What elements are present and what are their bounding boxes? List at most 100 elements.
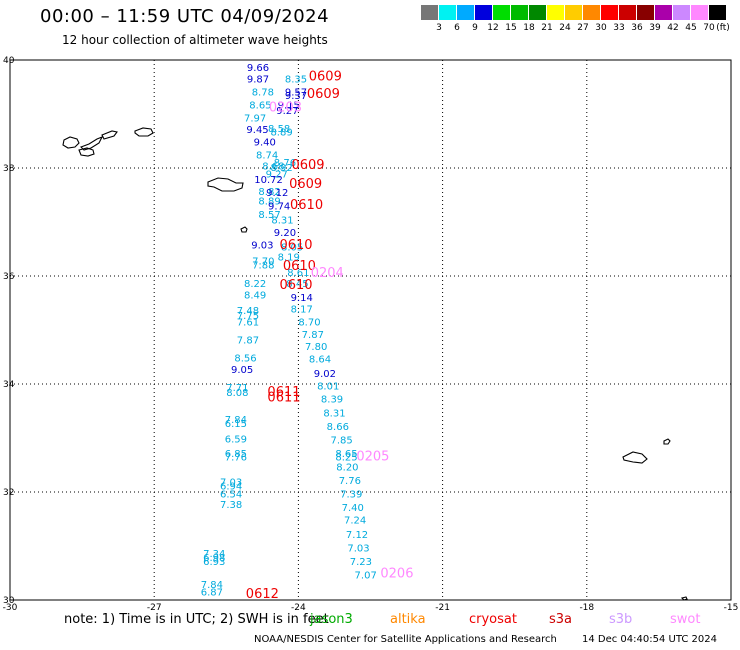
legend-bin-label: 12 xyxy=(487,23,499,33)
wave-height-value: 7.84 xyxy=(201,580,223,591)
wave-height-value: 8.92 xyxy=(270,163,292,174)
satellite-legend-entry: swot xyxy=(670,612,701,627)
wave-height-value: 8.64 xyxy=(309,354,331,365)
wave-height-value: 9.40 xyxy=(254,137,276,148)
wave-height-value: 8.39 xyxy=(321,394,343,405)
legend-bin-label: 9 xyxy=(472,23,478,33)
wave-height-value: 10.72 xyxy=(254,175,283,186)
pass-time-label: 0610 xyxy=(290,198,323,213)
legend-swatch xyxy=(457,5,474,20)
wave-height-value: 9.12 xyxy=(266,188,288,199)
wave-height-value: 8.49 xyxy=(244,291,266,302)
pass-time-label: 0609 xyxy=(291,158,324,173)
wave-height-value: 7.39 xyxy=(340,489,362,500)
wave-height-value: 8.20 xyxy=(336,462,358,473)
wave-height-value: 6.94 xyxy=(220,481,242,492)
satellite-legend-entry: altika xyxy=(390,612,426,627)
wave-height-value: 8.70 xyxy=(298,318,320,329)
wave-height-value: 7.23 xyxy=(350,557,372,568)
legend-bin-label: 27 xyxy=(577,23,589,33)
wave-height-value: 9.02 xyxy=(314,369,336,380)
pass-time-label: 0612 xyxy=(246,587,279,602)
wave-height-value: 8.58 xyxy=(268,124,290,135)
satellite-legend-entry: jason3 xyxy=(310,612,353,627)
wave-height-value: 8.66 xyxy=(327,422,349,433)
wave-height-value: 8.17 xyxy=(291,305,313,316)
wave-height-value: 7.87 xyxy=(237,336,259,347)
pass-time-label: 0203 xyxy=(269,100,302,115)
wave-height-value: 7.07 xyxy=(355,570,377,581)
legend-bin-label: 45 xyxy=(685,23,697,33)
wave-height-value: 6.59 xyxy=(225,434,247,445)
legend-swatch xyxy=(583,5,600,20)
legend-bin-label: 18 xyxy=(523,23,535,33)
legend-swatch xyxy=(511,5,528,20)
wave-height-value: 9.14 xyxy=(291,293,313,304)
island-pico xyxy=(101,130,118,140)
legend-bin-label: 33 xyxy=(613,23,625,33)
island-faial xyxy=(78,147,95,157)
wave-height-value: 8.45 xyxy=(286,279,308,290)
legend-bin-label: 3 xyxy=(436,23,442,33)
pass-time-label: 0206 xyxy=(380,566,413,581)
y-tick-label: 38 xyxy=(3,164,15,174)
island-santa-maria xyxy=(240,226,248,233)
legend-swatch xyxy=(439,5,456,20)
wave-height-value: 7.24 xyxy=(344,515,366,526)
island-sao-miguel xyxy=(207,177,244,192)
satellite-legend-entry: cryosat xyxy=(469,612,517,627)
legend-bin-label: 70 xyxy=(703,23,715,33)
footer-note: note: 1) Time is in UTC; 2) SWH is in fe… xyxy=(64,612,329,627)
wave-height-value: 7.61 xyxy=(237,318,259,329)
grid-lines xyxy=(10,60,731,600)
footer-timestamp: 14 Dec 04:40:54 UTC 2024 xyxy=(582,634,717,645)
pass-time-label: 0609 xyxy=(307,87,340,102)
wave-height-value: 9.27 xyxy=(266,170,288,181)
wave-height-value: 7.80 xyxy=(305,342,327,353)
wave-height-value: 6.15 xyxy=(225,419,247,430)
wave-height-value: 8.31 xyxy=(323,408,345,419)
wave-height-value: 6.98 xyxy=(203,553,225,564)
y-tick-label: 32 xyxy=(3,488,14,498)
legend-swatch xyxy=(637,5,654,20)
legend-swatch xyxy=(529,5,546,20)
wave-height-value: 8.05 xyxy=(281,243,303,254)
pass-time-label: 0610 xyxy=(283,259,316,274)
legend-swatch xyxy=(547,5,564,20)
wave-height-value: 8.65 xyxy=(335,449,357,460)
legend-bin-label: 30 xyxy=(595,23,607,33)
wave-height-value: 6.93 xyxy=(203,557,225,568)
wave-height-labels: 9.669.87 8.358.78 9.579.378.65 9.159.277.97… xyxy=(201,63,377,599)
wave-height-value: 7.87 xyxy=(302,330,324,341)
wave-height-value: 8.08 xyxy=(226,388,248,399)
legend-swatch xyxy=(421,5,438,20)
wave-height-value: 9.66 xyxy=(247,63,269,74)
legend-swatch xyxy=(601,5,618,20)
coastline xyxy=(62,127,688,601)
pass-time-label: 0609 xyxy=(289,177,322,192)
wave-height-value: 8.35 xyxy=(285,75,307,86)
wave-height-value: 7.40 xyxy=(342,503,364,514)
y-tick-label: 34 xyxy=(3,380,15,390)
x-tick-label: -27 xyxy=(147,603,162,613)
wave-height-value: 8.89 xyxy=(258,197,280,208)
wave-height-value: 7.03 xyxy=(347,543,369,554)
x-tick-label: -30 xyxy=(3,603,18,613)
wave-height-value: 7.97 xyxy=(244,114,266,125)
wave-height-value: 8.25 xyxy=(335,453,357,464)
wave-height-value: 9.15 xyxy=(278,101,300,112)
legend-swatch xyxy=(619,5,636,20)
legend-bin-label: 24 xyxy=(559,23,571,33)
wave-height-value: 8.74 xyxy=(256,150,278,161)
wave-height-value: 9.20 xyxy=(274,228,296,239)
legend-swatch xyxy=(565,5,582,20)
wave-height-value: 8.19 xyxy=(278,252,300,263)
legend-bin-label: 39 xyxy=(649,23,661,33)
chart-subtitle: 12 hour collection of altimeter wave hei… xyxy=(62,33,328,47)
satellite-legend-entry: s3a xyxy=(549,612,573,627)
legend-bin-label: 21 xyxy=(541,23,553,33)
wave-height-value: 6.87 xyxy=(201,588,223,599)
wave-height-value: 8.56 xyxy=(234,353,256,364)
wave-height-value: 9.74 xyxy=(268,202,290,213)
wave-height-value: 9.87 xyxy=(247,75,269,86)
